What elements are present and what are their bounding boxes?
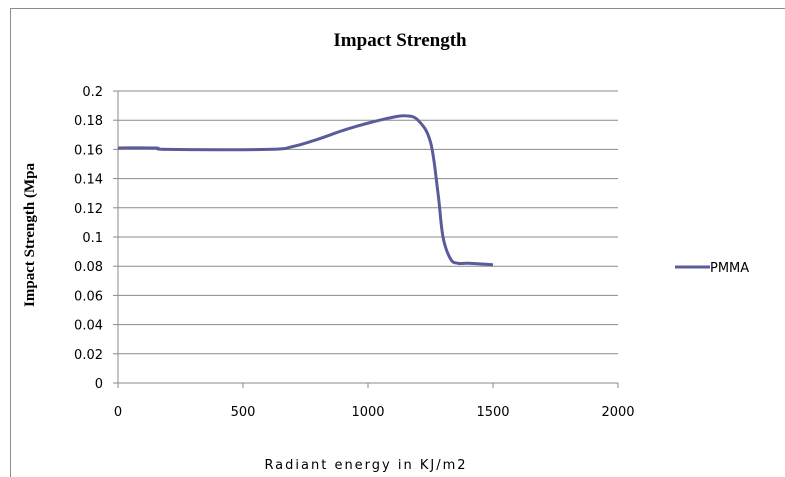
x-tick-labels: 0 500 1000 1500 2000 xyxy=(114,405,635,420)
y-tick-label: 0.14 xyxy=(74,173,103,188)
y-tick-label: 0.12 xyxy=(74,202,103,217)
y-axis-label: Impact Strength (Mpa xyxy=(22,163,38,307)
legend-label: PMMA xyxy=(710,261,749,276)
y-tick-label: 0.18 xyxy=(74,114,103,129)
x-tick-label: 1500 xyxy=(476,405,509,420)
x-tick-label: 1000 xyxy=(351,405,384,420)
y-tick-label: 0.08 xyxy=(74,260,103,275)
gridlines xyxy=(118,90,618,355)
x-axis-label: Radiant energy in KJ/m2 xyxy=(264,458,467,473)
chart-title: Impact Strength xyxy=(333,30,467,51)
axes xyxy=(113,90,619,388)
y-tick-label: 0.02 xyxy=(74,348,103,363)
y-tick-label: 0.04 xyxy=(74,319,103,334)
x-tick-label: 500 xyxy=(231,405,256,420)
x-tick-label: 2000 xyxy=(601,405,634,420)
plot-series xyxy=(117,114,494,267)
y-tick-label: 0.2 xyxy=(82,85,103,100)
y-tick-label: 0 xyxy=(95,377,103,392)
chart-area xyxy=(10,8,785,477)
y-tick-label: 0.06 xyxy=(74,289,103,304)
y-tick-label: 0.16 xyxy=(74,143,103,158)
x-tick-label: 0 xyxy=(114,405,122,420)
legend: PMMA xyxy=(675,261,749,276)
series-line-pmma xyxy=(117,114,494,267)
y-tick-labels: 0 0.02 0.04 0.06 0.08 0.1 0.12 0.14 0.16 0.18 0.2 xyxy=(74,85,103,392)
y-tick-label: 0.1 xyxy=(82,231,103,246)
